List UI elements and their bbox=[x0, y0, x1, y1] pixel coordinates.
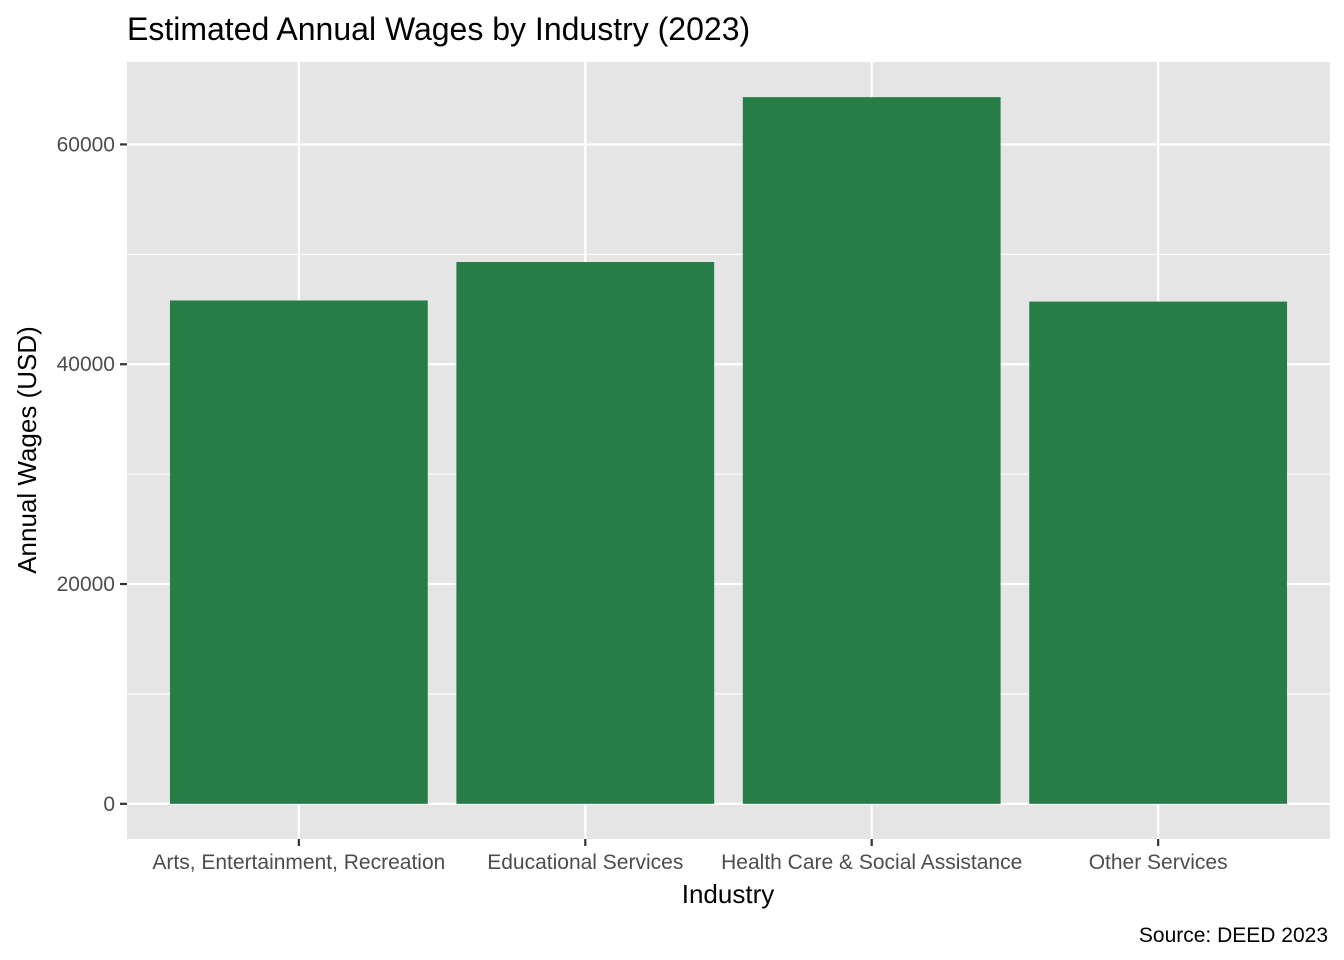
y-tick-label: 20000 bbox=[57, 573, 115, 596]
y-tick-label: 40000 bbox=[57, 353, 115, 376]
bar bbox=[742, 97, 1001, 804]
x-axis: Arts, Entertainment, Recreation Education… bbox=[152, 839, 1228, 874]
bars bbox=[169, 97, 1288, 804]
x-tick-label: Arts, Entertainment, Recreation bbox=[152, 851, 445, 874]
y-axis-title: Annual Wages (USD) bbox=[12, 326, 42, 574]
chart-title: Estimated Annual Wages by Industry (2023… bbox=[127, 11, 750, 47]
y-tick-label: 60000 bbox=[57, 133, 115, 156]
bar bbox=[169, 300, 428, 804]
x-tick-label: Other Services bbox=[1089, 851, 1228, 874]
chart-caption: Source: DEED 2023 bbox=[1139, 924, 1328, 947]
y-tick-label: 0 bbox=[103, 793, 115, 816]
x-tick-label: Educational Services bbox=[487, 851, 683, 874]
y-axis: 0 20000 40000 60000 bbox=[57, 133, 127, 816]
x-axis-title: Industry bbox=[682, 879, 775, 909]
bar bbox=[456, 262, 715, 804]
bar bbox=[1029, 301, 1288, 804]
x-tick-label: Health Care & Social Assistance bbox=[721, 851, 1022, 874]
